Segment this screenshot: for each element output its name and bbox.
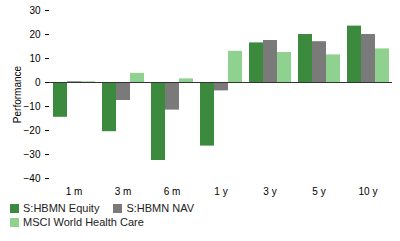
svg-text:30: 30 xyxy=(29,5,41,16)
svg-text:1 m: 1 m xyxy=(66,186,83,197)
svg-text:10 y: 10 y xyxy=(359,186,378,197)
svg-text:1 y: 1 y xyxy=(214,186,227,197)
html-text:S:HBMN NAV: S:HBMN NAV xyxy=(126,202,195,214)
html-text:S:HBMN Equity: S:HBMN Equity xyxy=(23,202,100,214)
svg-text:5 y: 5 y xyxy=(312,186,325,197)
svg-text:20: 20 xyxy=(29,29,41,40)
svg-text:3 y: 3 y xyxy=(263,186,276,197)
svg-text:0: 0 xyxy=(35,77,41,88)
svg-text:−20: −20 xyxy=(24,125,41,136)
svg-text:3 m: 3 m xyxy=(115,186,132,197)
html-text:MSCI World Health Care: MSCI World Health Care xyxy=(23,216,144,228)
svg-text:10: 10 xyxy=(29,53,41,64)
svg-text:Performance: Performance xyxy=(12,65,23,123)
svg-text:−40: −40 xyxy=(24,173,41,184)
svg-text:6 m: 6 m xyxy=(164,186,181,197)
svg-text:−10: −10 xyxy=(24,101,41,112)
svg-text:−30: −30 xyxy=(24,149,41,160)
